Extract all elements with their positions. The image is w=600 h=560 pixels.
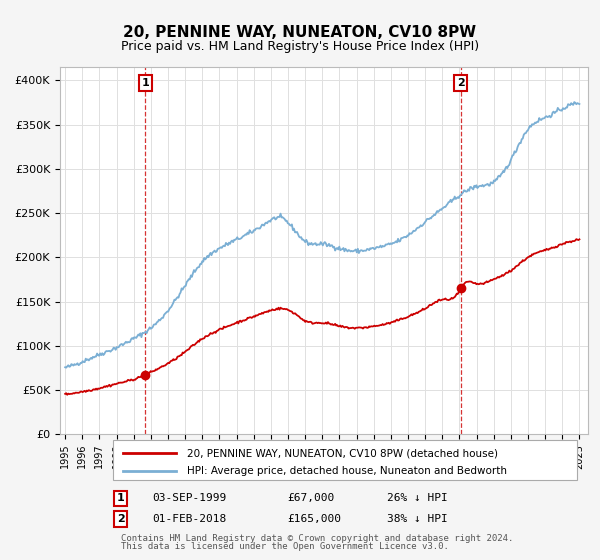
- Text: 03-SEP-1999: 03-SEP-1999: [152, 493, 227, 503]
- Text: 38% ↓ HPI: 38% ↓ HPI: [388, 514, 448, 524]
- Text: 1: 1: [142, 78, 149, 88]
- Text: 20, PENNINE WAY, NUNEATON, CV10 8PW: 20, PENNINE WAY, NUNEATON, CV10 8PW: [124, 25, 476, 40]
- Text: 26% ↓ HPI: 26% ↓ HPI: [388, 493, 448, 503]
- FancyBboxPatch shape: [113, 440, 577, 480]
- Text: Price paid vs. HM Land Registry's House Price Index (HPI): Price paid vs. HM Land Registry's House …: [121, 40, 479, 53]
- Text: 1: 1: [117, 493, 125, 503]
- Text: 2: 2: [457, 78, 464, 88]
- Text: £67,000: £67,000: [287, 493, 334, 503]
- Text: 01-FEB-2018: 01-FEB-2018: [152, 514, 227, 524]
- Text: Contains HM Land Registry data © Crown copyright and database right 2024.: Contains HM Land Registry data © Crown c…: [121, 534, 513, 543]
- Text: HPI: Average price, detached house, Nuneaton and Bedworth: HPI: Average price, detached house, Nune…: [187, 466, 507, 476]
- Text: 2: 2: [117, 514, 125, 524]
- Text: £165,000: £165,000: [287, 514, 341, 524]
- Text: This data is licensed under the Open Government Licence v3.0.: This data is licensed under the Open Gov…: [121, 542, 449, 551]
- Text: 20, PENNINE WAY, NUNEATON, CV10 8PW (detached house): 20, PENNINE WAY, NUNEATON, CV10 8PW (det…: [187, 449, 498, 458]
